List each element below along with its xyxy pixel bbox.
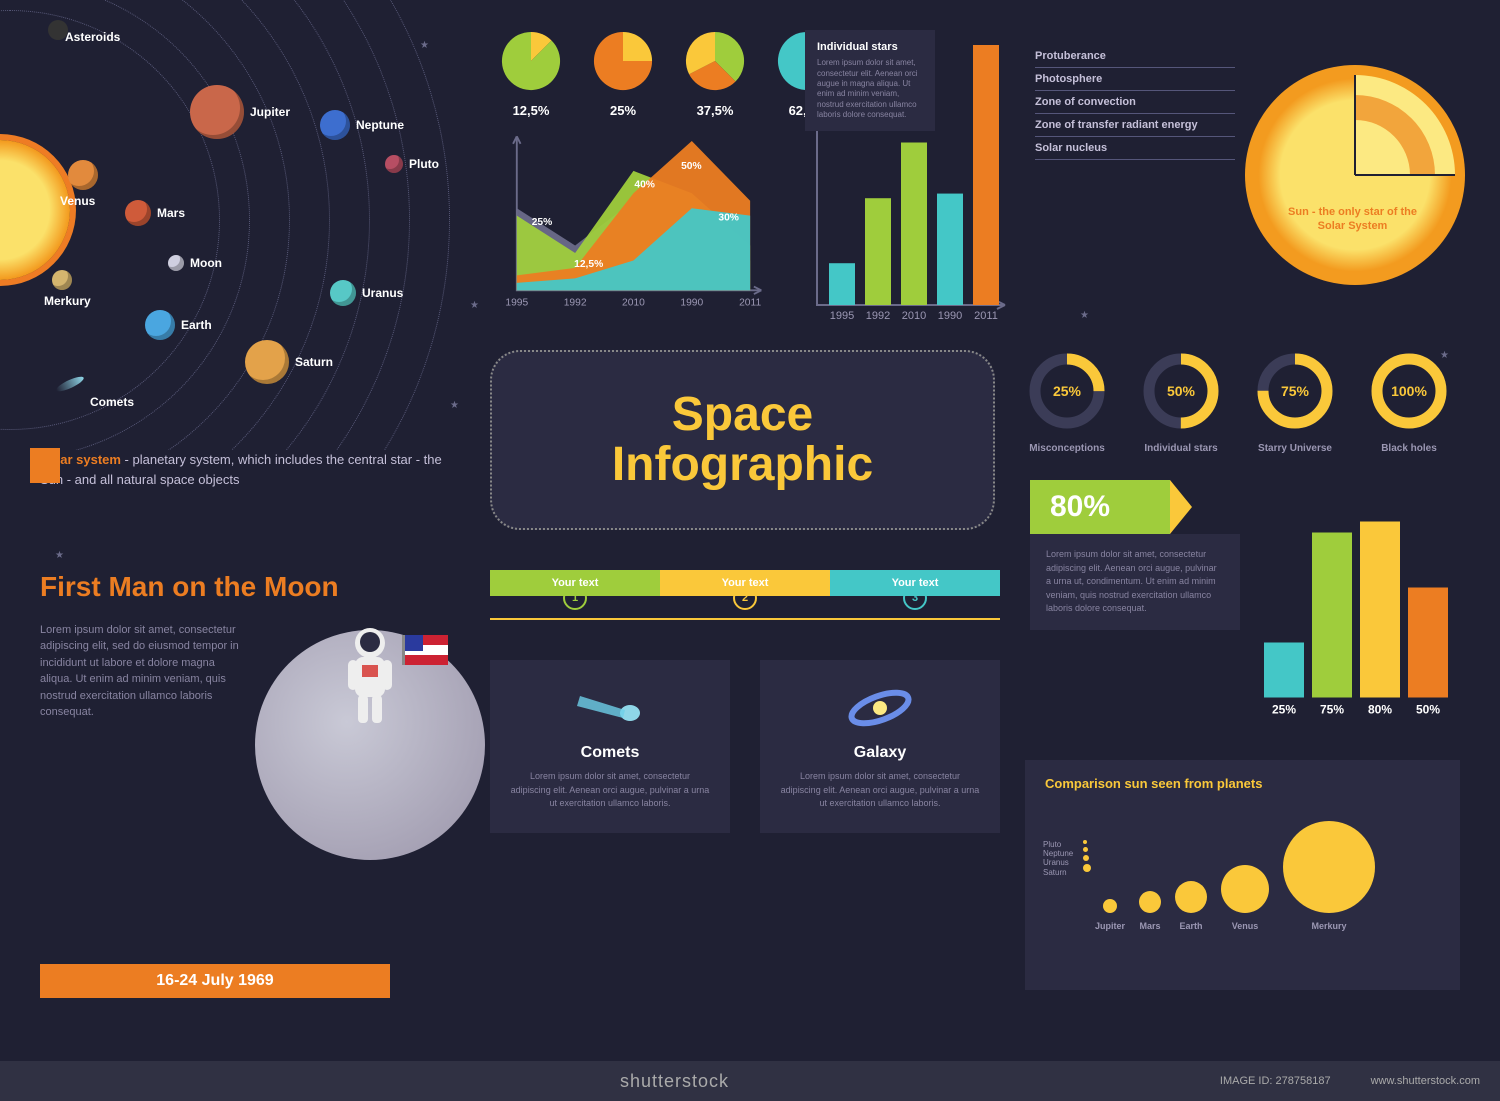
solar-system-diagram: MerkuryVenusEarthMoonMarsJupiterSaturnUr… <box>0 0 480 450</box>
planet-venus <box>68 160 98 190</box>
info-boxes: CometsLorem ipsum dolor sit amet, consec… <box>490 660 1000 833</box>
eighty-percent-panel: 80% Lorem ipsum dolor sit amet, consecte… <box>1030 480 1240 630</box>
donut-item: 75% Starry Universe <box>1249 350 1341 454</box>
moon-panel: First Man on the Moon Lorem ipsum dolor … <box>40 570 470 1000</box>
planet-pluto <box>385 155 403 173</box>
svg-text:25%: 25% <box>532 217 553 228</box>
planet-mars <box>125 200 151 226</box>
sun-layers-diagram: ProtuberancePhotosphereZone of convectio… <box>1035 25 1465 325</box>
solar-system-description: Solar system - planetary system, which i… <box>40 450 460 489</box>
svg-text:75%: 75% <box>1281 383 1310 399</box>
svg-text:50%: 50% <box>681 161 702 172</box>
sun-caption: Sun - the only star of the Solar System <box>1275 205 1430 234</box>
sun-comparison-item: Jupiter <box>1095 899 1125 931</box>
sun-comparison-panel: Comparison sun seen from planets PlutoNe… <box>1025 760 1460 990</box>
sun-layer-label: Zone of convection <box>1035 91 1235 114</box>
planet-saturn <box>245 340 289 384</box>
info-box-comet: CometsLorem ipsum dolor sit amet, consec… <box>490 660 730 833</box>
timeline-segment: Your text <box>830 570 1000 596</box>
planet-neptune <box>320 110 350 140</box>
sun-comparison-item: Earth <box>1175 881 1207 931</box>
moon-title: First Man on the Moon <box>40 570 470 604</box>
svg-text:50%: 50% <box>1167 383 1196 399</box>
donut-item: 25% Misconceptions <box>1021 350 1113 454</box>
pie-chart-row: 12,5%25%37,5%62,5% <box>500 30 838 118</box>
area-chart: 1995 1992 2010 1990 2011 25% 12,5% 40% 50% 30% <box>500 130 780 320</box>
sun-layer-label: Protuberance <box>1035 45 1235 68</box>
svg-text:12,5%: 12,5% <box>574 259 603 270</box>
timeline-segment: Your text <box>490 570 660 596</box>
svg-text:1990: 1990 <box>680 297 703 308</box>
svg-text:25%: 25% <box>1272 703 1296 717</box>
svg-text:25%: 25% <box>1053 383 1082 399</box>
planet-uranus <box>330 280 356 306</box>
svg-text:2011: 2011 <box>974 310 998 320</box>
svg-text:50%: 50% <box>1416 703 1440 717</box>
sun-layer-label: Solar nucleus <box>1035 137 1235 160</box>
comets-label: Comets <box>90 395 134 409</box>
svg-text:1995: 1995 <box>830 310 854 320</box>
sun-layer-label: Photosphere <box>1035 68 1235 91</box>
svg-text:1992: 1992 <box>866 310 890 320</box>
info-box-galaxy: GalaxyLorem ipsum dolor sit amet, consec… <box>760 660 1000 833</box>
individual-stars-chart: Individual stars Lorem ipsum dolor sit a… <box>805 25 1020 320</box>
svg-text:2011: 2011 <box>739 297 761 308</box>
watermark-bar: shutterstock IMAGE ID: 278758187 www.shu… <box>0 1061 1500 1101</box>
sun-comparison-item: Merkury <box>1283 821 1375 931</box>
svg-text:1990: 1990 <box>938 310 962 320</box>
svg-text:1992: 1992 <box>564 297 587 308</box>
main-title-box: SpaceInfographic <box>490 350 995 530</box>
moon-date: 16-24 July 1969 <box>40 964 390 998</box>
timeline-segment: Your text <box>660 570 830 596</box>
timeline-row: Your textYour textYour text 123 <box>490 570 1000 620</box>
svg-text:100%: 100% <box>1391 383 1427 399</box>
donut-row: 25% Misconceptions 50% Individual stars … <box>1021 350 1455 454</box>
donut-item: 100% Black holes <box>1363 350 1455 454</box>
pie-item: 25% <box>592 30 654 118</box>
planet-jupiter <box>190 85 244 139</box>
planet-merkury <box>52 270 72 290</box>
sun-layer-label: Zone of transfer radiant energy <box>1035 114 1235 137</box>
planet-moon <box>168 255 184 271</box>
moon-text: Lorem ipsum dolor sit amet, consectetur … <box>40 622 240 721</box>
svg-text:2010: 2010 <box>902 310 926 320</box>
svg-text:40%: 40% <box>634 180 655 191</box>
bar-chart-2: 25% 75% 80% 50% <box>1260 470 1460 730</box>
svg-text:1995: 1995 <box>505 297 528 308</box>
comet-icon <box>575 688 645 728</box>
individual-stars-textbox: Individual stars Lorem ipsum dolor sit a… <box>805 30 935 131</box>
asteroids-label: Asteroids <box>65 30 120 44</box>
galaxy-icon <box>845 683 915 733</box>
sun-big-icon <box>1245 65 1465 285</box>
pie-item: 37,5% <box>684 30 746 118</box>
us-flag-icon <box>402 635 448 665</box>
svg-text:80%: 80% <box>1368 703 1392 717</box>
pie-item: 12,5% <box>500 30 562 118</box>
sun-comparison-item: Venus <box>1221 865 1269 931</box>
astronaut-icon <box>340 625 400 730</box>
svg-text:2010: 2010 <box>622 297 645 308</box>
asteroid-icon <box>48 20 68 40</box>
svg-text:75%: 75% <box>1320 703 1344 717</box>
planet-earth <box>145 310 175 340</box>
donut-item: 50% Individual stars <box>1135 350 1227 454</box>
sun-comparison-item: Mars <box>1139 891 1161 931</box>
svg-text:30%: 30% <box>718 212 739 223</box>
